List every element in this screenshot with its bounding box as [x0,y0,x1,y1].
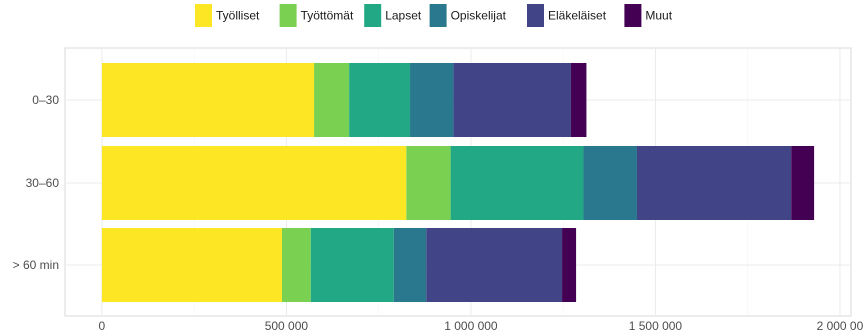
legend-label: Opiskelijat [451,9,507,23]
bar-segment [393,228,427,302]
y-tick-label: > 60 min [13,258,59,272]
legend-label: Eläkeläiset [548,9,607,23]
legend-item: Opiskelijat [429,4,507,27]
x-tick-label: 1 500 000 [629,319,683,333]
legend-item: Muut [624,4,673,27]
bars [101,63,815,302]
bar-segment [101,146,407,220]
y-tick-label: 30–60 [26,176,60,190]
tick-labels: 0–30 30–60 > 60 min 0 500 000 1 000 000 1 500 … [13,93,864,333]
legend-label: Muut [645,9,672,23]
legend-item: Työttömät [279,4,354,27]
legend-label: Työttömät [301,9,354,23]
legend-key [195,4,212,27]
bar-segment [314,63,350,137]
bar-segment [636,146,792,220]
bar-segment [410,63,454,137]
bar-segment [406,146,451,220]
bar-segment [450,146,584,220]
bar-segment [570,63,587,137]
x-tick-label: 500 000 [265,319,309,333]
x-tick-label: 1 000 000 [444,319,498,333]
x-tick-label: 2 000 00 [817,319,864,333]
y-tick-label: 0–30 [32,93,59,107]
bar-segment [453,63,571,137]
legend-key [429,4,447,27]
bar-segment [101,228,282,302]
legend: Työlliset Työttömät Lapset Opiskelijat Eläke… [195,4,673,27]
bar-segment [562,228,577,302]
legend-item: Lapset [364,4,422,27]
bar-segment [426,228,563,302]
legend-item: Eläkeläiset [527,4,607,27]
bar-segment [281,228,311,302]
bar-segment [101,63,315,137]
x-tick-label: 0 [99,319,106,333]
legend-key [279,4,297,27]
legend-key [527,4,544,27]
legend-key [624,4,642,27]
bar-segment [791,146,815,220]
bar-segment [349,63,411,137]
bar-segment [310,228,394,302]
legend-item: Työlliset [195,4,260,27]
legend-label: Työlliset [216,9,260,23]
legend-key [364,4,382,27]
bar-segment [583,146,637,220]
legend-label: Lapset [385,9,422,23]
